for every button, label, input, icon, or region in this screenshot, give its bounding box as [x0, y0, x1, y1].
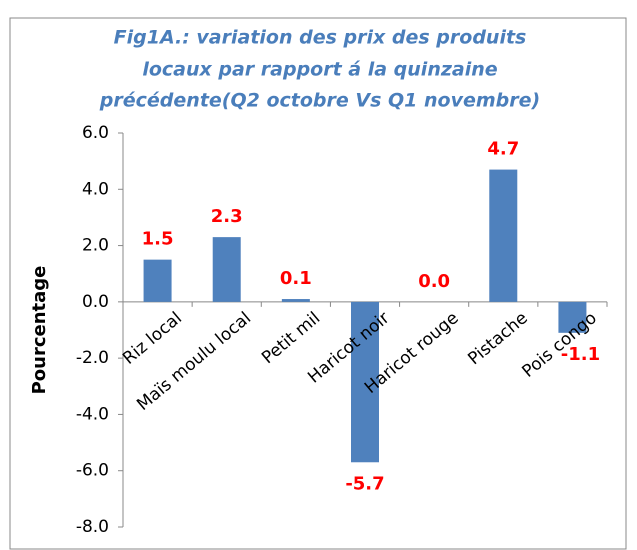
y-tick-label: 6.0	[82, 123, 109, 143]
chart-frame	[9, 17, 627, 550]
value-label: 1.5	[142, 229, 174, 250]
chart-title: locaux par rapport á la quinzaine	[142, 59, 497, 81]
y-tick-label: 2.0	[82, 236, 109, 256]
y-tick-label: -6.0	[76, 461, 109, 481]
y-tick-label: -4.0	[76, 404, 109, 424]
value-label: 4.7	[487, 139, 519, 160]
chart-title: précédente(Q2 octobre Vs Q1 novembre)	[99, 90, 540, 112]
bar	[212, 237, 241, 302]
y-tick-label: -8.0	[76, 517, 109, 537]
y-tick-label: -2.0	[76, 348, 109, 368]
bar	[143, 259, 172, 302]
chart-title: Fig1A.: variation des prix des produits	[114, 27, 527, 49]
value-label: 0.1	[280, 268, 312, 289]
value-label: 2.3	[211, 206, 243, 227]
bar	[351, 301, 379, 463]
y-axis-title: Pourcentage	[29, 266, 50, 395]
y-tick-label: 4.0	[82, 179, 109, 199]
value-label: -5.7	[345, 473, 384, 494]
y-tick-label: 0.0	[82, 292, 109, 312]
value-label: 0.0	[418, 271, 450, 292]
bar	[489, 169, 518, 302]
bar	[558, 301, 587, 333]
value-label: -1.1	[561, 344, 600, 365]
bar	[281, 299, 310, 302]
